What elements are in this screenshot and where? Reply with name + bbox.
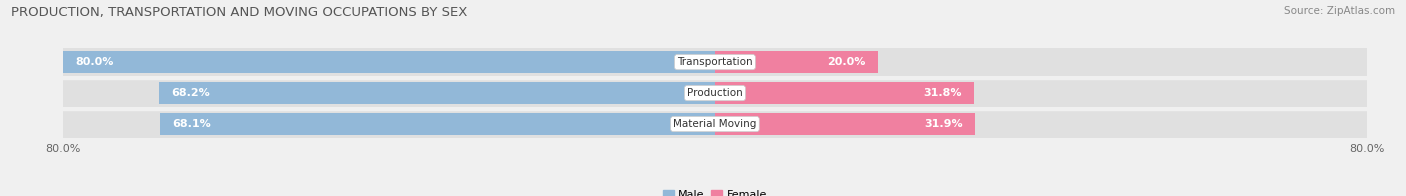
Text: Source: ZipAtlas.com: Source: ZipAtlas.com [1284,6,1395,16]
Bar [716,82,974,104]
Bar [159,82,716,104]
Bar [63,110,1367,138]
Text: 31.8%: 31.8% [924,88,962,98]
Text: Material Moving: Material Moving [673,119,756,129]
Bar [63,48,1367,76]
Bar [716,113,974,135]
Legend: Male, Female: Male, Female [658,186,772,196]
Text: Production: Production [688,88,742,98]
Bar [716,51,877,73]
Text: 31.9%: 31.9% [924,119,963,129]
Bar [63,51,716,73]
Text: 20.0%: 20.0% [827,57,866,67]
Bar [160,113,716,135]
Text: 80.0%: 80.0% [76,57,114,67]
Text: Transportation: Transportation [678,57,752,67]
Text: PRODUCTION, TRANSPORTATION AND MOVING OCCUPATIONS BY SEX: PRODUCTION, TRANSPORTATION AND MOVING OC… [11,6,468,19]
Text: 68.2%: 68.2% [172,88,211,98]
Bar [63,79,1367,107]
Text: 68.1%: 68.1% [173,119,211,129]
